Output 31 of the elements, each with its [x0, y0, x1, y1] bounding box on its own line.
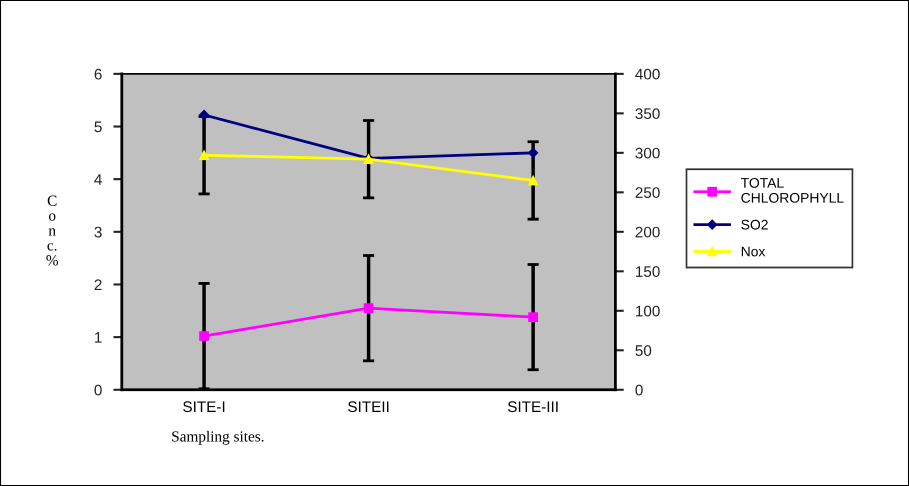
- y2-tick-label: 100: [636, 306, 660, 316]
- legend-label: TOTAL CHLOROPHYLL: [740, 178, 844, 203]
- y2-tick-label: 350: [635, 108, 660, 120]
- x-tick-label: SITEII: [348, 401, 388, 412]
- y-tick-label: 0: [94, 384, 102, 396]
- y2-tick-label: 50: [635, 345, 652, 356]
- legend-label: SO2: [741, 220, 768, 230]
- point: [528, 312, 538, 322]
- y2-tick-label: 250: [636, 187, 660, 198]
- y2-tick-label: 0: [635, 384, 643, 396]
- x-tick-label: SITE-I: [183, 401, 224, 412]
- point: [199, 331, 209, 341]
- point: [528, 176, 538, 186]
- x-axis-title: Sampling sites.: [172, 430, 264, 445]
- legend-label: Nox: [742, 246, 766, 256]
- y-tick-label: 1: [95, 332, 102, 343]
- point: [528, 148, 538, 158]
- point: [199, 150, 209, 160]
- y2-tick-label: 300: [635, 148, 660, 159]
- y-tick-label: 4: [94, 174, 102, 185]
- y2-tick-label: 200: [636, 226, 660, 238]
- y-tick-label: 6: [94, 68, 102, 80]
- y2-tick-label: 400: [635, 68, 660, 80]
- y-tick-label: 2: [94, 279, 102, 290]
- y-tick-label: 5: [94, 122, 102, 132]
- point: [198, 110, 210, 120]
- x-tick-label: SITE-III: [508, 401, 558, 412]
- y2-tick-label: 150: [636, 266, 660, 277]
- point: [364, 303, 374, 314]
- y-axis-title: Conc. %: [46, 196, 58, 266]
- y-tick-label: 3: [94, 226, 102, 238]
